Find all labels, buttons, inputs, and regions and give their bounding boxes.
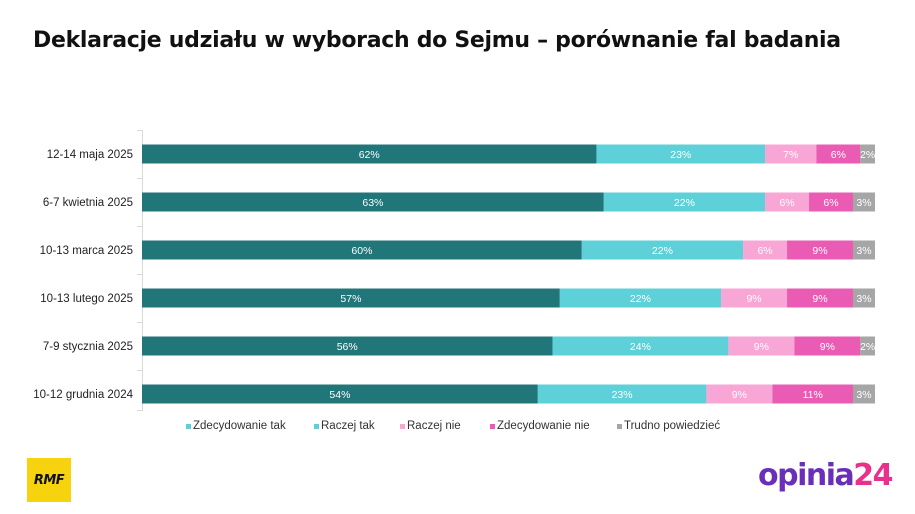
bar-segment [721, 288, 788, 308]
legend-marker [617, 424, 622, 429]
data-label: 6% [779, 197, 794, 209]
bar-segment [860, 336, 875, 356]
bar-segment [706, 384, 773, 404]
data-label: 9% [732, 389, 747, 401]
data-label: 9% [812, 293, 827, 305]
legend-label: Zdecydowanie nie [497, 420, 590, 432]
data-label: 22% [652, 245, 673, 257]
bar-segment [765, 144, 817, 164]
data-label: 22% [674, 197, 695, 209]
category-label: 10-12 grudnia 2024 [33, 389, 133, 401]
bar-segment [603, 192, 766, 212]
data-label: 56% [337, 341, 358, 353]
legend-marker [400, 424, 405, 429]
data-label: 6% [823, 197, 838, 209]
opinia24-logo: opinia24 [758, 458, 894, 493]
legend-label: Raczej nie [407, 420, 461, 432]
bar-segment [142, 288, 560, 308]
category-label: 10-13 marca 2025 [40, 245, 133, 257]
data-label: 3% [856, 197, 871, 209]
data-label: 63% [362, 197, 383, 209]
bar-segment [142, 144, 597, 164]
legend-marker [490, 424, 495, 429]
data-label: 22% [630, 293, 651, 305]
data-label: 6% [831, 149, 846, 161]
bar-segment [765, 192, 810, 212]
bar-segment [728, 336, 795, 356]
category-label: 10-13 lutego 2025 [40, 293, 133, 305]
rmf-logo-text: RMF [33, 472, 65, 488]
data-label: 23% [612, 389, 633, 401]
data-label: 9% [812, 245, 827, 257]
data-label: 3% [856, 389, 871, 401]
bar-segment [794, 336, 861, 356]
data-label: 23% [670, 149, 691, 161]
data-label: 24% [630, 341, 651, 353]
data-label: 62% [359, 149, 380, 161]
bar-segment [142, 336, 553, 356]
category-label: 12-14 maja 2025 [47, 149, 133, 161]
bar-segment [787, 240, 854, 260]
data-label: 9% [746, 293, 761, 305]
opinia-logo-word: opinia [758, 458, 855, 493]
bar-segment [581, 240, 744, 260]
data-label: 60% [351, 245, 372, 257]
opinia-logo-number: 24 [853, 458, 893, 493]
bar-segment [743, 240, 788, 260]
legend-label: Raczej tak [321, 420, 375, 432]
legend-label: Trudno powiedzieć [624, 420, 720, 432]
data-label: 7% [783, 149, 798, 161]
data-label: 9% [754, 341, 769, 353]
legend-marker [186, 424, 191, 429]
category-label: 7-9 stycznia 2025 [43, 341, 133, 353]
bar-segment [816, 144, 861, 164]
data-label: 11% [803, 389, 823, 401]
data-label: 2% [860, 341, 875, 353]
bar-segment [787, 288, 854, 308]
data-label: 3% [856, 245, 871, 257]
data-label: 2% [860, 149, 875, 161]
data-label: 54% [329, 389, 350, 401]
bar-segment [552, 336, 729, 356]
rmf-logo: RMF [27, 458, 71, 502]
data-label: 6% [757, 245, 772, 257]
bar-segment [142, 192, 604, 212]
bar-segment [853, 240, 875, 260]
category-label: 6-7 kwietnia 2025 [43, 197, 133, 209]
bar-segment [142, 240, 582, 260]
bar-segment [853, 384, 875, 404]
legend-marker [314, 424, 319, 429]
bar-segment [860, 144, 875, 164]
chart-title: Deklaracje udziału w wyborach do Sejmu –… [33, 28, 841, 53]
bar-segment [809, 192, 854, 212]
bar-segment [853, 288, 875, 308]
bar-segment [559, 288, 722, 308]
data-label: 3% [856, 293, 871, 305]
bar-segment [772, 384, 854, 404]
bar-segment [537, 384, 707, 404]
bar-segment [142, 384, 538, 404]
data-label: 9% [820, 341, 835, 353]
bar-segment [596, 144, 766, 164]
data-label: 57% [340, 293, 361, 305]
legend-label: Zdecydowanie tak [193, 420, 286, 432]
bar-segment [853, 192, 875, 212]
